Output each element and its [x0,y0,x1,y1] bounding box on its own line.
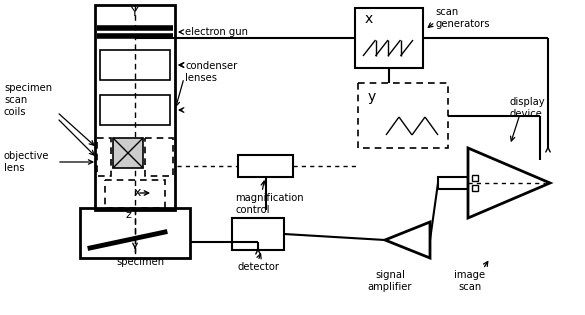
Bar [472,175,478,181]
Text: x: x [133,186,140,199]
Text: y: y [368,90,376,104]
Bar [80,208,190,258]
Bar [105,180,165,208]
Text: x: x [365,12,373,26]
Text: condenser
lenses: condenser lenses [185,61,238,83]
Text: signal
amplifier: signal amplifier [368,270,412,292]
Text: z: z [125,210,131,220]
Bar [238,155,293,177]
Text: electron gun: electron gun [185,27,248,37]
Text: scan
generators: scan generators [435,7,490,29]
Text: objective
lens: objective lens [4,151,50,173]
Bar [145,138,173,176]
Text: image
scan: image scan [455,270,486,292]
Bar [355,8,423,68]
Bar [97,138,111,176]
Bar [358,83,448,148]
Bar [472,185,478,191]
Bar [438,177,468,189]
Bar [95,5,175,210]
Text: Y: Y [131,5,139,19]
Bar [100,50,170,80]
Text: detector: detector [237,262,279,272]
Bar [113,138,143,168]
Text: specimen: specimen [116,257,164,267]
Bar [100,95,170,125]
Text: display
device: display device [510,97,546,119]
Text: magnification
control: magnification control [235,193,304,215]
Text: specimen
scan
coils: specimen scan coils [4,83,52,117]
Bar [232,218,284,250]
